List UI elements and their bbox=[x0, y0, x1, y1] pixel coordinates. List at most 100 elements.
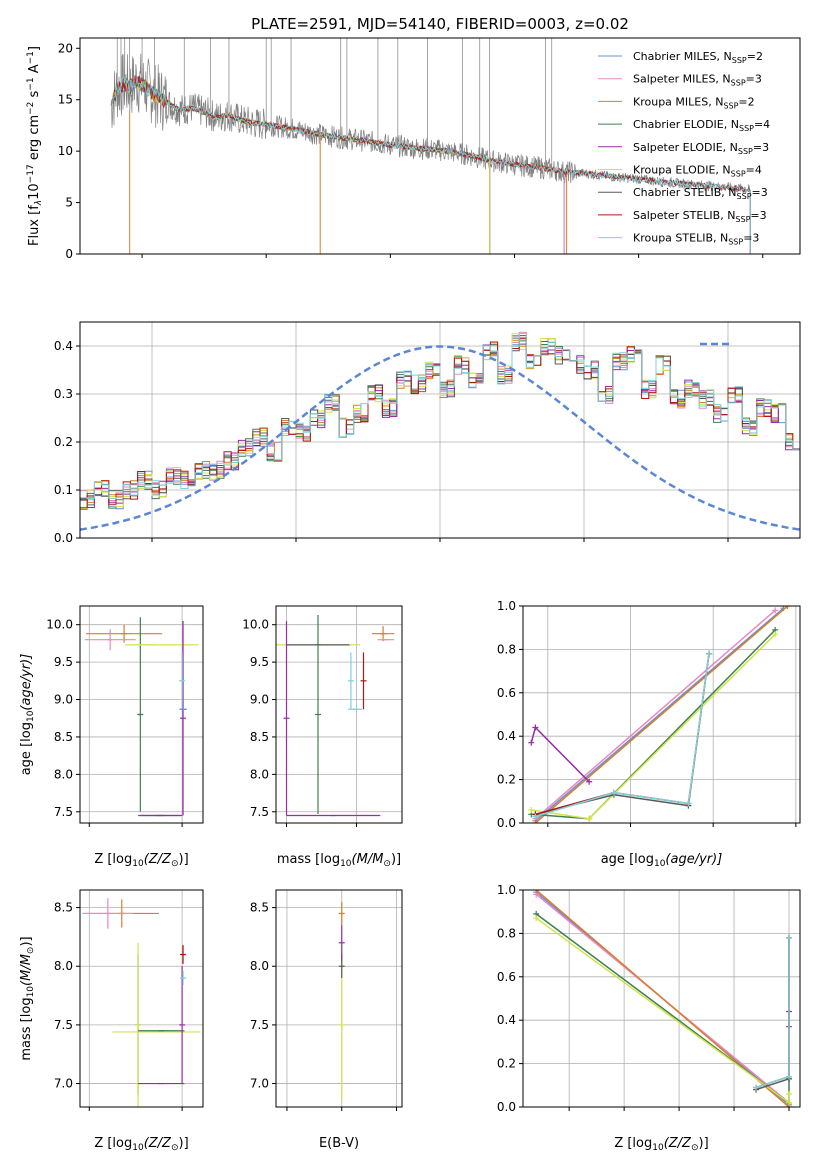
legend-label: Kroupa MILES, NSSP=2 bbox=[633, 95, 755, 110]
y-tick-label: 8.0 bbox=[54, 767, 73, 781]
weight-vs-metallicity-panel: 0.0 0.2 0.4 0.6 0.8 1.0 Z [log10(Z/Z⊙)] bbox=[497, 883, 801, 1153]
legend-label: Chabrier ELODIE, NSSP=4 bbox=[633, 118, 770, 133]
weight-marker bbox=[532, 724, 539, 731]
weight-marker bbox=[786, 1073, 793, 1080]
gaussian-curve bbox=[80, 345, 800, 531]
y-tick-label: 8.5 bbox=[250, 730, 269, 744]
y-tick-label: 0.0 bbox=[497, 1100, 516, 1114]
weight-series-line bbox=[535, 653, 710, 818]
weight-marker bbox=[532, 813, 539, 820]
y-tick-label: 5 bbox=[65, 196, 73, 210]
weight-marker bbox=[533, 915, 540, 922]
model-spectrum-line bbox=[111, 76, 751, 193]
axes-frame bbox=[275, 889, 403, 1108]
y-tick-label: 7.5 bbox=[54, 805, 73, 819]
legend-label: Kroupa STELIB, NSSP=3 bbox=[633, 232, 759, 247]
y-tick-label: 8.0 bbox=[250, 767, 269, 781]
y-tick-label: 7.0 bbox=[54, 1077, 73, 1091]
weight-marker bbox=[685, 800, 692, 807]
plot-area bbox=[523, 890, 800, 1107]
weight-marker bbox=[610, 789, 617, 796]
axes-frame bbox=[79, 889, 204, 1108]
y-tick-label: 1.0 bbox=[497, 883, 516, 897]
y-tick-label: 20 bbox=[58, 41, 73, 55]
y-tick-label: 0 bbox=[65, 247, 73, 261]
y-tick-label: 7.5 bbox=[250, 805, 269, 819]
weight-marker bbox=[532, 820, 539, 823]
weight-marker bbox=[753, 1084, 760, 1091]
legend-label: Salpeter ELODIE, NSSP=3 bbox=[633, 141, 769, 156]
x-axis-label: mass [log10(M/M⊙)] bbox=[277, 852, 401, 869]
y-tick-label: 0.1 bbox=[54, 483, 73, 497]
x-axis-label: age [log10(age/yr)] bbox=[601, 852, 723, 869]
mass-vs-ebv-panel: 7.0 7.5 8.0 8.5 E(B-V) bbox=[250, 889, 403, 1151]
weight-marker bbox=[786, 1090, 793, 1097]
legend-label: Salpeter STELIB, NSSP=3 bbox=[633, 209, 767, 224]
weight-marker bbox=[528, 739, 535, 746]
axes-frame bbox=[79, 605, 204, 824]
weight-marker bbox=[706, 650, 713, 657]
axes-frame bbox=[522, 605, 801, 824]
y-tick-label: 9.0 bbox=[250, 693, 269, 707]
weight-series-line bbox=[535, 917, 790, 1105]
weight-marker bbox=[772, 631, 779, 638]
weight-series-line bbox=[530, 726, 590, 783]
axes-frame bbox=[79, 37, 801, 255]
figure-title: PLATE=2591, MJD=54140, FIBERID=0003, z=0… bbox=[251, 15, 629, 33]
weight-series-line bbox=[755, 937, 790, 1089]
weight-marker bbox=[784, 606, 791, 609]
y-tick-label: 7.0 bbox=[250, 1077, 269, 1091]
y-tick-label: 0.4 bbox=[54, 339, 73, 353]
plot-area bbox=[80, 606, 203, 823]
plot-area bbox=[80, 322, 800, 538]
y-tick-label: 9.0 bbox=[54, 693, 73, 707]
spectrum-panel: 0 5 10 15 20 Chabrier MILES, NSSP=2 Salpeter M… bbox=[26, 37, 801, 261]
model-spectrum-line bbox=[112, 74, 565, 175]
y-tick-label: 7.5 bbox=[250, 1018, 269, 1032]
legend-label: Chabrier MILES, NSSP=2 bbox=[633, 50, 763, 65]
weight-series-line bbox=[535, 653, 710, 816]
residuals-panel: 0.0 0.1 0.2 0.3 0.4 bbox=[54, 321, 801, 545]
age-vs-mass-panel: 7.5 8.0 8.5 9.0 9.5 10.0 mass [log10(M/M⊙)] bbox=[242, 605, 403, 869]
y-tick-label: 10.0 bbox=[242, 618, 269, 632]
plot-area bbox=[80, 890, 203, 1107]
weight-marker bbox=[786, 934, 793, 941]
weight-series-line bbox=[535, 653, 710, 816]
y-axis-label: age [log10(age/yr)] bbox=[19, 654, 36, 776]
plot-area bbox=[276, 606, 402, 823]
mass-vs-metallicity-panel: 7.0 7.5 8.0 8.5 Z [log10(Z/Z⊙)] mass [log10(M… bbox=[19, 889, 204, 1153]
weight-marker bbox=[772, 607, 779, 614]
y-tick-label: 0.3 bbox=[54, 387, 73, 401]
legend-label: Salpeter MILES, NSSP=3 bbox=[633, 73, 762, 88]
y-tick-label: 8.5 bbox=[54, 901, 73, 915]
model-spectrum-line bbox=[111, 76, 751, 193]
plot-area bbox=[523, 606, 800, 823]
y-tick-label: 7.5 bbox=[54, 1018, 73, 1032]
legend-label: Chabrier STELIB, NSSP=3 bbox=[633, 186, 768, 201]
plot-area bbox=[110, 38, 751, 254]
y-tick-label: 0.0 bbox=[54, 531, 73, 545]
axes-frame bbox=[522, 889, 801, 1108]
x-axis-label: Z [log10(Z/Z⊙)] bbox=[94, 1136, 188, 1153]
y-tick-label: 8.0 bbox=[54, 959, 73, 973]
weight-series-line bbox=[755, 937, 790, 1089]
weight-marker bbox=[786, 1099, 793, 1106]
y-tick-label: 0.6 bbox=[497, 970, 516, 984]
plot-area bbox=[276, 890, 402, 1107]
y-tick-label: 0.4 bbox=[497, 1013, 516, 1027]
y-tick-label: 10.0 bbox=[46, 618, 73, 632]
y-tick-label: 8.0 bbox=[250, 959, 269, 973]
y-tick-label: 9.5 bbox=[250, 655, 269, 669]
y-axis-label: mass [log10(M/M⊙)] bbox=[19, 936, 36, 1060]
legend-label: Kroupa ELODIE, NSSP=4 bbox=[633, 164, 762, 179]
weight-marker bbox=[586, 815, 593, 822]
residual-histogram bbox=[80, 333, 800, 499]
weight-series-line bbox=[534, 606, 789, 823]
y-tick-label: 8.5 bbox=[250, 901, 269, 915]
weight-series-line bbox=[755, 937, 790, 1091]
x-axis-label: Z [log10(Z/Z⊙)] bbox=[94, 852, 188, 869]
x-axis-label: Z [log10(Z/Z⊙)] bbox=[614, 1136, 708, 1153]
y-tick-label: 0.2 bbox=[497, 1057, 516, 1071]
weight-marker bbox=[528, 806, 535, 813]
